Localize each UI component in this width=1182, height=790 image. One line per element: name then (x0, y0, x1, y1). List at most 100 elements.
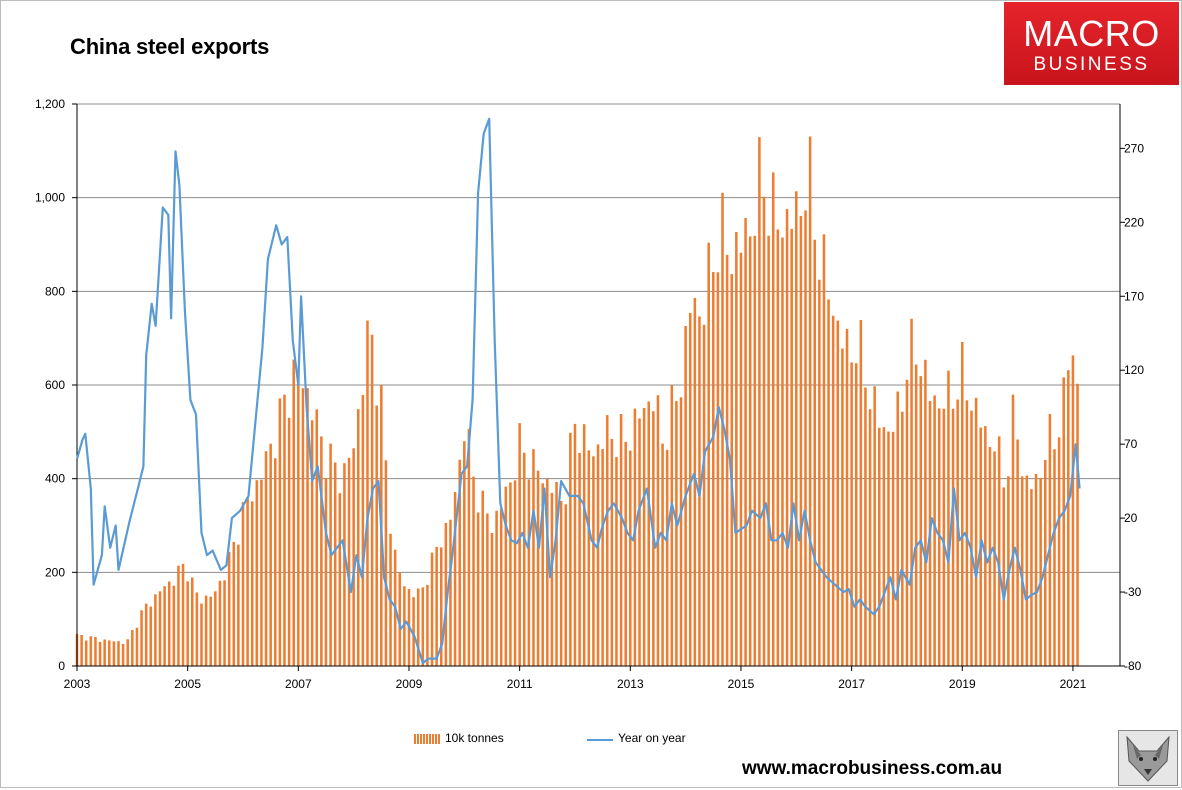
x-tick-label: 2019 (949, 677, 976, 691)
export-bar (347, 457, 351, 666)
export-bar (919, 376, 923, 666)
export-bar (924, 359, 927, 666)
export-bar (361, 394, 365, 666)
export-bar (647, 401, 651, 666)
export-bar (610, 438, 614, 666)
export-bar (421, 587, 425, 666)
export-bar (905, 379, 909, 666)
legend-bar-label: 10k tonnes (445, 731, 504, 745)
export-bar (241, 502, 245, 666)
export-bar (836, 320, 840, 666)
export-bar (993, 451, 996, 666)
export-bar (1034, 473, 1038, 666)
export-bar (186, 581, 189, 666)
export-bar (98, 641, 102, 666)
export-bar (504, 486, 508, 666)
export-bar (831, 315, 835, 666)
export-bar (1057, 437, 1061, 666)
export-bar (771, 172, 775, 666)
y-right-tick-label: 220 (1124, 215, 1144, 229)
export-bar (426, 584, 429, 666)
x-tick-label: 2011 (507, 677, 533, 691)
export-bar (264, 451, 268, 666)
export-bar (587, 450, 591, 666)
export-bar (486, 513, 489, 666)
export-bar (633, 408, 637, 666)
export-bar (592, 456, 595, 666)
chart-title: China steel exports (70, 34, 270, 59)
y-left-tick-label: 800 (45, 284, 65, 298)
export-bar (1039, 477, 1042, 666)
export-bar (541, 483, 544, 666)
export-bar (177, 565, 180, 666)
export-bar (481, 490, 485, 666)
y-right-tick-label: 120 (1124, 363, 1144, 377)
export-bar (94, 637, 97, 666)
export-bar (891, 431, 895, 666)
export-bar (937, 408, 941, 666)
macro-business-logo[interactable]: MACRO BUSINESS (1004, 2, 1179, 85)
export-bar (744, 218, 747, 666)
export-bar (532, 449, 535, 666)
y-right-tick-label: -80 (1124, 659, 1142, 673)
export-bar (218, 580, 222, 666)
export-bar (370, 334, 374, 666)
website-url[interactable]: www.macrobusiness.com.au (742, 758, 1003, 779)
export-bar (223, 580, 226, 666)
export-bar (352, 448, 355, 666)
export-bar (735, 231, 738, 666)
export-bar (878, 427, 881, 666)
logo-line-1: MACRO (1023, 13, 1160, 54)
export-bar (278, 398, 282, 666)
export-bar (725, 254, 729, 666)
export-bar (149, 606, 153, 666)
export-bar (144, 603, 148, 666)
x-tick-label: 2005 (174, 677, 201, 691)
export-bar (573, 423, 577, 666)
export-bar (813, 239, 816, 667)
export-bar (449, 519, 452, 666)
export-bar (997, 436, 1001, 666)
x-tick-label: 2007 (285, 677, 312, 691)
export-bar (472, 476, 475, 666)
export-bar (605, 415, 609, 666)
export-bar (237, 544, 240, 666)
export-bar (790, 228, 793, 666)
export-bar (163, 586, 166, 666)
y-left-tick-label: 600 (45, 378, 65, 392)
export-bar (753, 235, 757, 667)
export-bar (324, 478, 328, 666)
export-bar (693, 297, 697, 666)
export-bar (887, 431, 890, 666)
export-bar (675, 401, 678, 666)
export-bar (250, 501, 254, 666)
export-bar (901, 411, 904, 666)
export-bar (818, 279, 821, 666)
export-bar (850, 362, 853, 666)
export-bar (1016, 439, 1019, 666)
export-bar (638, 418, 641, 666)
export-bar (933, 395, 936, 666)
export-bar (499, 508, 503, 666)
export-bar (200, 603, 203, 666)
axes (72, 103, 1125, 671)
export-bar (1062, 377, 1065, 666)
export-bar (126, 639, 129, 666)
export-bar (670, 385, 674, 666)
export-bar (283, 394, 286, 666)
export-bar (1020, 476, 1024, 666)
export-bar (555, 481, 558, 666)
legend-line-swatch (587, 739, 613, 741)
export-bar (518, 423, 521, 666)
export-bar (384, 460, 388, 666)
export-bar (416, 588, 420, 666)
export-bar (112, 641, 116, 666)
export-bar (559, 501, 563, 666)
export-bar (467, 428, 471, 666)
export-bar (665, 449, 669, 666)
export-bar (965, 400, 969, 666)
export-bar (181, 563, 185, 666)
export-bar (1071, 355, 1075, 666)
export-bar (131, 630, 134, 666)
